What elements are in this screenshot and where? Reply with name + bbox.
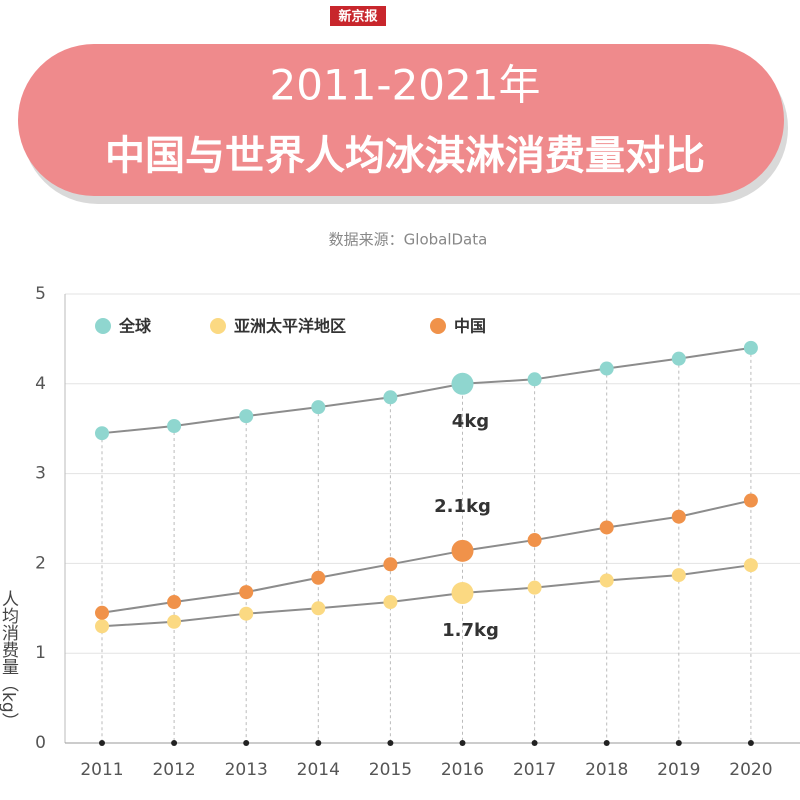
y-tick-label: 3 <box>35 464 46 484</box>
x-tick-label: 2018 <box>585 760 628 780</box>
data-point <box>239 409 254 424</box>
data-point <box>95 605 109 620</box>
data-point <box>451 582 474 605</box>
data-point <box>383 390 398 405</box>
data-point <box>383 557 398 572</box>
x-tick-dot <box>387 740 394 746</box>
data-point <box>95 426 109 441</box>
chart-title: 2011-2021年 <box>270 61 541 110</box>
data-point <box>671 568 686 583</box>
data-point <box>743 558 758 573</box>
y-axis-label: 人均消费量（kg） <box>0 590 19 730</box>
x-tick-label: 2013 <box>225 760 268 780</box>
banner <box>18 44 784 196</box>
data-point <box>599 520 614 535</box>
x-tick-label: 2017 <box>513 760 556 780</box>
data-point <box>311 601 326 616</box>
x-tick-label: 2014 <box>297 760 340 780</box>
legend-marker <box>430 318 446 334</box>
legend-label: 亚洲太平洋地区 <box>234 317 346 336</box>
data-point <box>671 509 686 524</box>
x-tick-dot <box>315 740 322 746</box>
logo-box <box>330 6 386 26</box>
data-point <box>311 400 326 415</box>
data-point <box>451 372 474 395</box>
x-tick-dot <box>603 740 610 746</box>
data-point <box>743 493 758 508</box>
data-point <box>599 361 614 376</box>
x-tick-dot <box>531 740 538 746</box>
data-label: 4kg <box>452 411 489 432</box>
legend-marker <box>210 318 226 334</box>
legend-label: 中国 <box>454 317 486 336</box>
y-tick-label: 4 <box>35 374 46 394</box>
y-tick-label: 2 <box>35 553 46 573</box>
data-label: 1.7kg <box>442 620 499 641</box>
x-tick-label: 2011 <box>80 760 123 780</box>
x-tick-dot <box>171 740 178 746</box>
x-tick-label: 2012 <box>152 760 195 780</box>
series-line <box>101 564 752 628</box>
data-point <box>383 595 398 610</box>
x-tick-label: 2020 <box>729 760 772 780</box>
data-point <box>527 580 542 595</box>
data-label: 2.1kg <box>434 496 491 517</box>
data-point <box>743 340 758 355</box>
x-tick-label: 2019 <box>657 760 700 780</box>
series-line <box>101 499 752 614</box>
data-point <box>599 573 614 588</box>
series-line <box>101 346 752 435</box>
data-point <box>527 533 542 548</box>
source: 数据来源：GlobalData <box>329 231 488 249</box>
logo: 新京报 <box>338 9 378 25</box>
data-point <box>527 372 542 387</box>
legend-label: 全球 <box>118 317 152 336</box>
y-tick-label: 5 <box>35 284 46 304</box>
x-tick-dot <box>99 740 105 746</box>
x-tick-label: 2015 <box>369 760 412 780</box>
x-tick-dot <box>747 740 754 746</box>
data-point <box>167 614 182 629</box>
data-point <box>671 351 686 366</box>
data-point <box>311 570 326 585</box>
y-tick-label: 0 <box>35 733 46 753</box>
data-point <box>167 595 182 610</box>
data-point <box>167 419 182 434</box>
x-tick-label: 2016 <box>441 760 484 780</box>
data-point <box>239 585 254 600</box>
y-tick-label: 1 <box>35 643 46 663</box>
x-tick-dot <box>459 740 466 746</box>
x-tick-dot <box>243 740 250 746</box>
data-point <box>239 606 254 621</box>
legend-marker <box>95 318 111 334</box>
data-point <box>451 539 474 562</box>
chart-subtitle: 中国与世界人均冰淇淋消费量对比 <box>105 133 705 179</box>
data-point <box>95 619 109 634</box>
x-tick-dot <box>675 740 682 746</box>
